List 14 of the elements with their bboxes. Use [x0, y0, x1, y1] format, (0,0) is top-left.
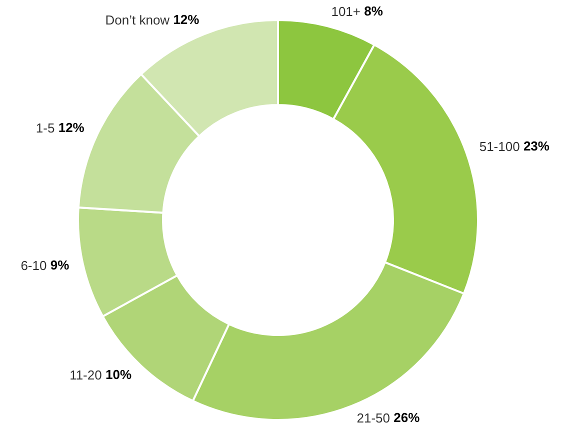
- slice-label: 6-10: [20, 258, 47, 274]
- slice-label: 11-20: [70, 367, 102, 382]
- slice-label: 101+: [331, 4, 361, 20]
- data-label: 23%: [523, 138, 550, 154]
- slice-label: 51-100: [479, 138, 520, 154]
- data-label: 26%: [394, 410, 420, 426]
- slice-label: 1-5: [36, 120, 55, 136]
- slice-label: 21-50: [356, 410, 390, 426]
- data-label: 12%: [58, 120, 85, 136]
- slice-label: Don’t know: [105, 12, 170, 28]
- data-label: 8%: [364, 4, 384, 20]
- data-label: 12%: [173, 12, 200, 28]
- data-label: 10%: [105, 367, 132, 382]
- data-label: 9%: [50, 258, 70, 274]
